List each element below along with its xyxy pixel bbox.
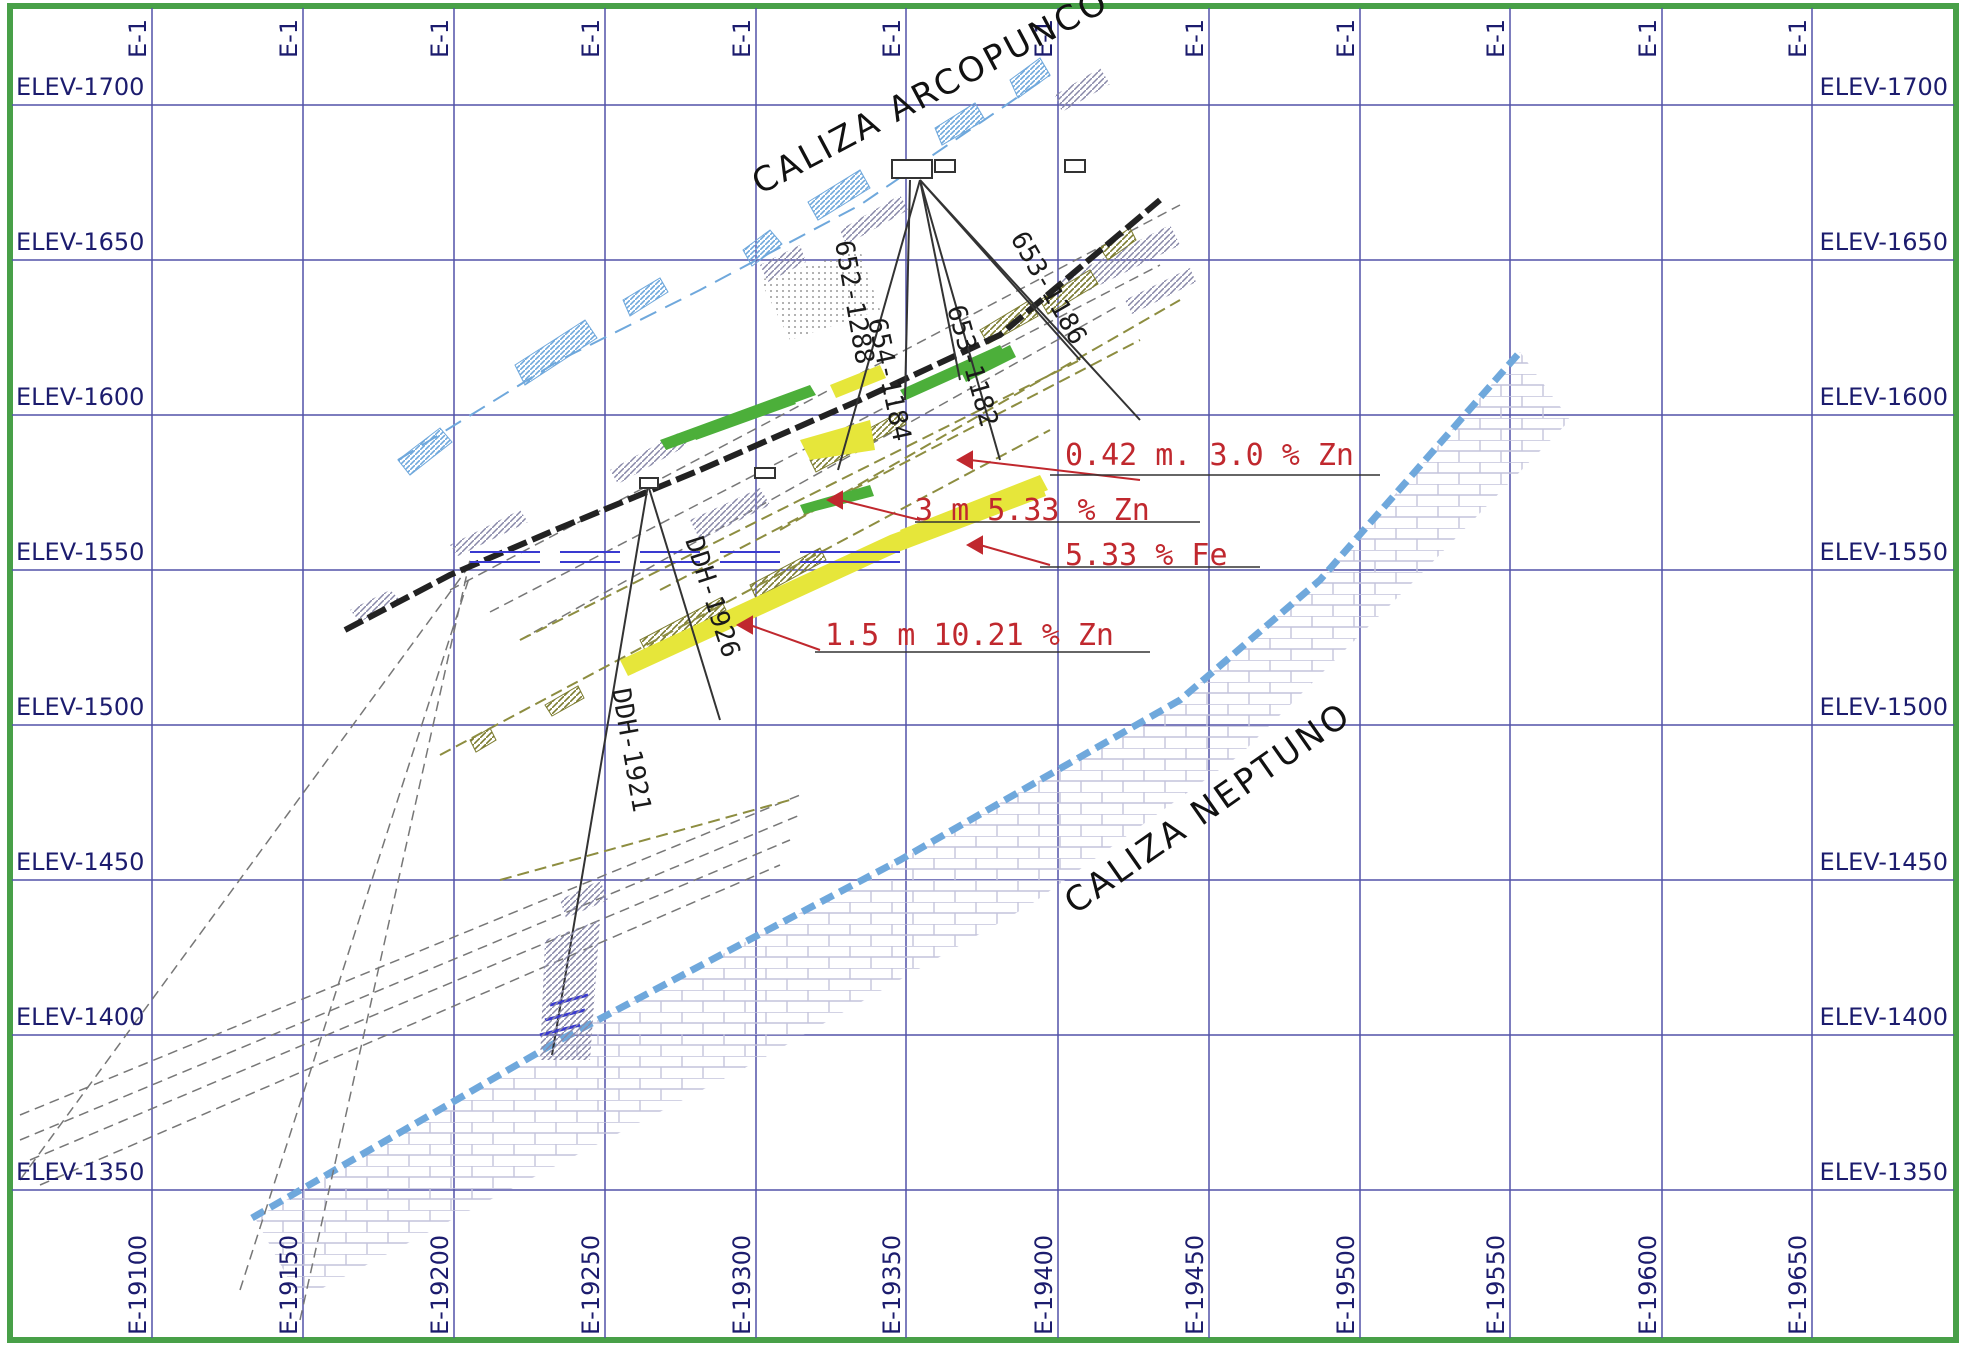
assay-label-1: 0.42 m. 3.0 % Zn [1065, 438, 1354, 473]
elevation-label-left: ELEV-1450 [16, 848, 144, 876]
assay-leader-lines [735, 450, 1141, 651]
yellow-ore-horizons [620, 365, 1048, 676]
drill-hole-traces [551, 179, 1141, 1056]
elevation-label-left: ELEV-1500 [16, 693, 144, 721]
caliza-neptuno-body [255, 352, 1570, 1300]
easting-label-bottom: E-19450 [1181, 1235, 1209, 1335]
easting-label-top: E-1 [577, 19, 605, 58]
elevation-label-right: ELEV-1650 [1820, 228, 1948, 256]
easting-label-top: E-1 [426, 19, 454, 58]
elevation-label-right: ELEV-1700 [1820, 73, 1948, 101]
easting-label-bottom: E-19550 [1482, 1235, 1510, 1335]
caliza-neptuno-contact [250, 349, 1523, 1222]
easting-label-bottom: E-19500 [1332, 1235, 1360, 1335]
elevation-label-left: ELEV-1700 [16, 73, 144, 101]
easting-label-top: E-1 [878, 19, 906, 58]
easting-label-top: E-1 [1784, 19, 1812, 58]
elevation-labels: ELEV-1700 ELEV-1700 ELEV-1650 ELEV-1650 ELEV… [16, 73, 1948, 1186]
green-ore-horizons [660, 345, 1016, 514]
elevation-label-right: ELEV-1350 [1820, 1158, 1948, 1186]
elevation-label-right: ELEV-1400 [1820, 1003, 1948, 1031]
main-fault [343, 197, 1162, 633]
easting-label-top: E-1 [1030, 19, 1058, 58]
easting-label-top: E-1 [728, 19, 756, 58]
elevation-label-right: ELEV-1550 [1820, 538, 1948, 566]
easting-label-bottom: E-19200 [426, 1235, 454, 1335]
drill-rig-symbols [639, 159, 1086, 489]
easting-label-bottom: E-19350 [878, 1235, 906, 1335]
easting-label-top: E-1 [275, 19, 303, 58]
assay-label-4: 1.5 m 10.21 % Zn [825, 618, 1114, 653]
easting-label-bottom: E-19400 [1030, 1235, 1058, 1335]
elevation-label-right: ELEV-1450 [1820, 848, 1948, 876]
elevation-label-right: ELEV-1500 [1820, 693, 1948, 721]
assay-underlines [815, 474, 1380, 653]
easting-label-bottom: E-19250 [577, 1235, 605, 1335]
gray-hatched-beds [350, 68, 1196, 918]
deep-hole-hatch [540, 920, 600, 1060]
olive-bed-traces [439, 299, 1181, 881]
caliza-arcopunco-blocks [397, 57, 1051, 476]
easting-label-bottom: E-19650 [1784, 1235, 1812, 1335]
assay-label-3: 5.33 % Fe [1065, 538, 1228, 573]
easting-label-bottom: E-19300 [728, 1235, 756, 1335]
easting-label-top: E-1 [1181, 19, 1209, 58]
map-frame [7, 3, 1959, 1343]
easting-label-bottom: E-19100 [124, 1235, 152, 1335]
elevation-label-left: ELEV-1550 [16, 538, 144, 566]
elevation-label-left: ELEV-1400 [16, 1003, 144, 1031]
elevation-label-left: ELEV-1600 [16, 383, 144, 411]
easting-label-bottom: E-19600 [1634, 1235, 1662, 1335]
easting-label-top: E-1 [1332, 19, 1360, 58]
fault-double-lines [470, 551, 900, 563]
easting-label-top: E-1 [1634, 19, 1662, 58]
easting-label-bottom: E-19150 [275, 1235, 303, 1335]
elevation-label-left: ELEV-1650 [16, 228, 144, 256]
easting-label-top: E-1 [124, 19, 152, 58]
easting-label-top: E-1 [1482, 19, 1510, 58]
easting-labels-bottom: E-19100 E-19150 E-19200 E-19250 E-19300 E-193… [124, 1235, 1812, 1335]
easting-labels-top: E-1 E-1 E-1 E-1 E-1 E-1 E-1 E-1 E-1 E-1 E-1 E-1 [124, 19, 1812, 58]
elevation-label-right: ELEV-1600 [1820, 383, 1948, 411]
assay-label-2: 3 m 5.33 % Zn [915, 493, 1150, 528]
sandstone-unit [760, 250, 880, 340]
elevation-label-left: ELEV-1350 [16, 1158, 144, 1186]
